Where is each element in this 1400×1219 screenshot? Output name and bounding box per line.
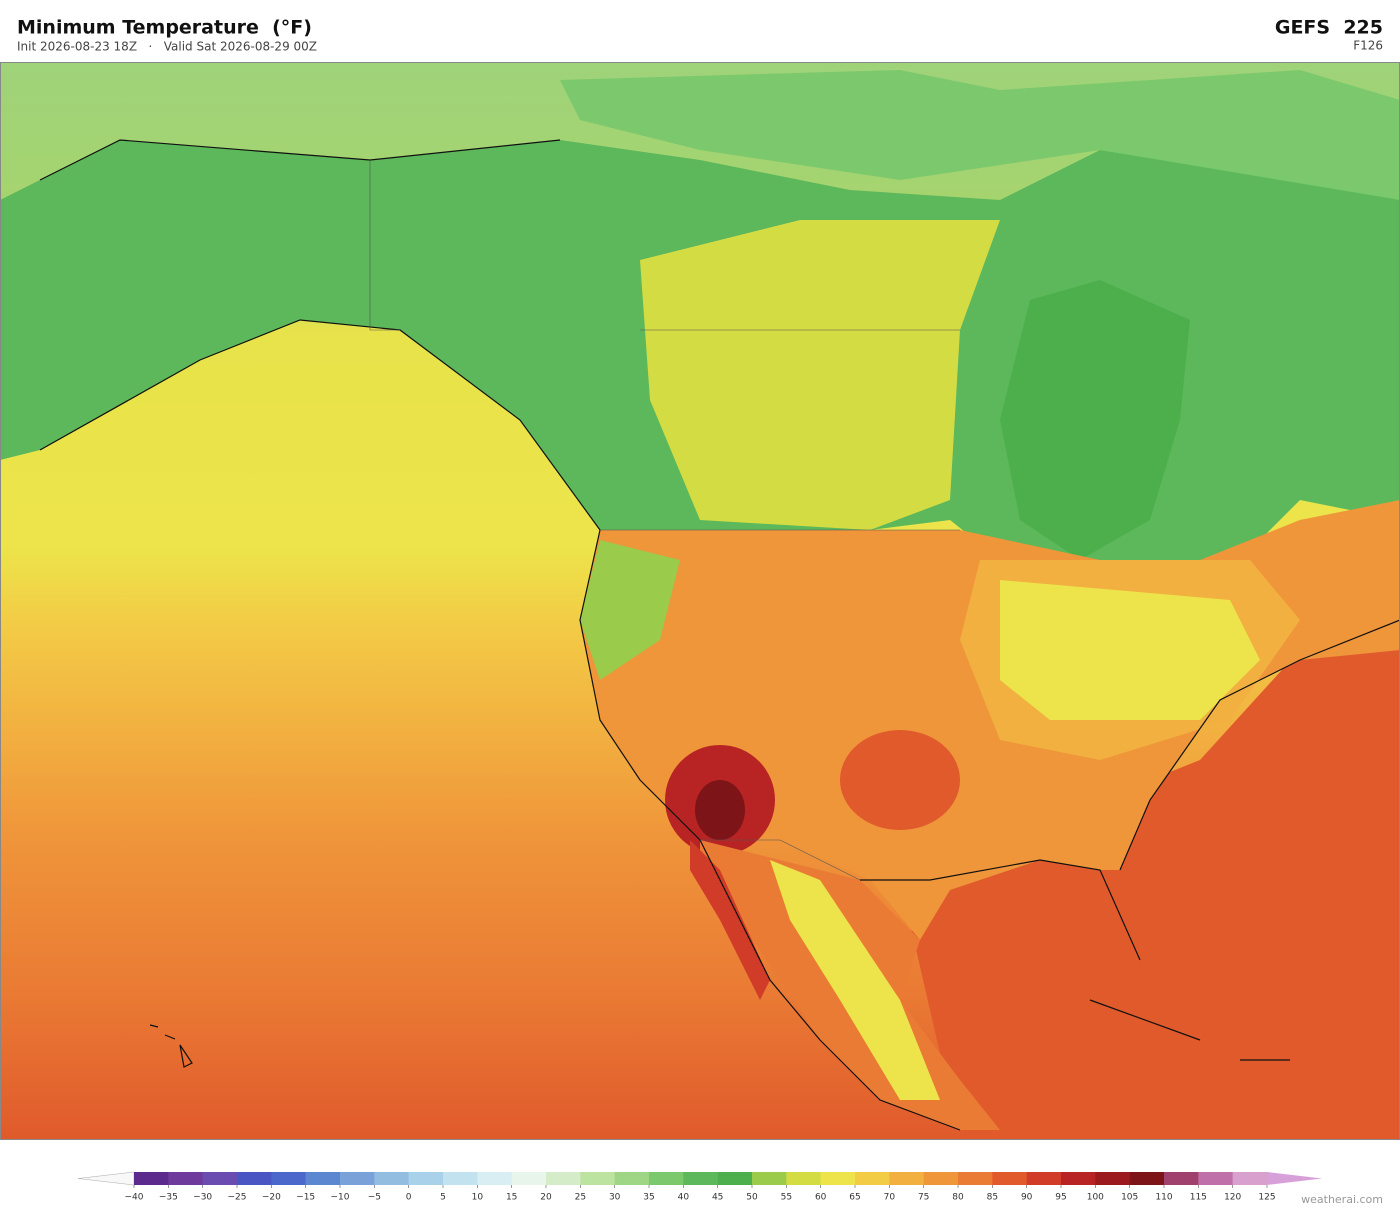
plains-warm	[840, 730, 960, 830]
colorbar-bin	[340, 1172, 375, 1185]
hawaii	[149, 1024, 193, 1068]
hudson	[1000, 280, 1190, 560]
colorbar-under	[77, 1171, 135, 1186]
colorbar-bin	[649, 1172, 684, 1185]
colorbar-bin	[717, 1172, 753, 1185]
colorbar-bin	[683, 1172, 718, 1185]
colorbar-bin	[477, 1172, 512, 1185]
prairies	[640, 220, 1000, 530]
colorbar-tick-label: 100	[1087, 1193, 1104, 1203]
colorbar-tick-label: 60	[815, 1193, 827, 1203]
colorbar-tick-label: 20	[540, 1193, 552, 1203]
colorbar-tick-label: 65	[849, 1193, 860, 1203]
colorbar-tick-label: 110	[1155, 1193, 1172, 1203]
colorbar-tick-label: 95	[1055, 1193, 1066, 1203]
pacific-nw	[580, 540, 680, 680]
colorbar-tick-label: −5	[368, 1193, 381, 1203]
colorbar-tick-label: 10	[472, 1193, 484, 1203]
colorbar-tick-label: −40	[125, 1193, 144, 1203]
colorbar-tick-label: 125	[1258, 1193, 1275, 1203]
subtitle: Init 2026-08-23 18Z · Valid Sat 2026-08-…	[17, 40, 317, 54]
colorbar: −40 −35 −30 −25 −20 −15 −10 −5 0 5 10 15 20 25 30 35 40 4…	[77, 1171, 1322, 1203]
colorbar-bin	[1198, 1172, 1233, 1185]
colorbar-bin	[614, 1172, 650, 1185]
colorbar-tick-label: 120	[1224, 1193, 1241, 1203]
mexico-highlands	[770, 860, 940, 1100]
map	[0, 62, 1400, 1140]
colorbar-bin	[443, 1172, 478, 1185]
colorbar-tick-label: 55	[781, 1193, 792, 1203]
colorbar-tick-label: 0	[406, 1193, 412, 1203]
colorbar-bin	[202, 1172, 238, 1185]
colorbar-over	[1267, 1172, 1322, 1185]
colorbar-tick-label: 115	[1190, 1193, 1207, 1203]
colorbar-tick-label: −30	[193, 1193, 212, 1203]
colorbar-bin	[546, 1172, 581, 1185]
colorbar-bin	[1095, 1172, 1130, 1185]
colorbar-bin	[408, 1172, 444, 1185]
borders	[369, 160, 960, 881]
colorbar-tick-label: 85	[987, 1193, 998, 1203]
northeast	[1000, 580, 1260, 720]
colorbar-bin	[1164, 1172, 1199, 1185]
colorbar-tick-label: 90	[1021, 1193, 1033, 1203]
colorbar-bin	[511, 1172, 547, 1185]
colorbar-bin	[168, 1172, 203, 1185]
arctic	[560, 70, 1400, 200]
colorbar-tick-label: 40	[678, 1193, 690, 1203]
colorbar-bin	[1061, 1172, 1096, 1185]
colorbar-bin	[134, 1172, 169, 1185]
colorbar-bin	[237, 1172, 272, 1185]
colorbar-tick-label: 75	[918, 1193, 929, 1203]
desert-core	[695, 780, 745, 840]
model: GEFS 225	[1275, 17, 1383, 39]
colorbar-bin	[992, 1172, 1027, 1185]
colorbar-tick-label: −25	[228, 1193, 247, 1203]
colorbar-bin	[752, 1172, 787, 1185]
colorbar-tick-label: 35	[643, 1193, 654, 1203]
colorbar-bin	[855, 1172, 890, 1185]
baja	[690, 840, 770, 1000]
colorbar-tick-label: 45	[712, 1193, 723, 1203]
colorbar-tick-label: −15	[296, 1193, 315, 1203]
colorbar-tick-label: 15	[506, 1193, 517, 1203]
colorbar-tick-label: 30	[609, 1193, 621, 1203]
colorbar-bin	[958, 1172, 993, 1185]
colorbar-tick-label: 70	[884, 1193, 896, 1203]
colorbar-bin	[271, 1172, 306, 1185]
watermark: weatherai.com	[1301, 1193, 1383, 1206]
colorbar-tick-label: 105	[1121, 1193, 1138, 1203]
colorbar-bin	[923, 1172, 959, 1185]
colorbar-bin	[1129, 1172, 1165, 1185]
colorbar-bin	[889, 1172, 924, 1185]
colorbar-tick-label: 25	[575, 1193, 586, 1203]
title: Minimum Temperature (°F)	[17, 17, 312, 39]
colorbar-tick-label: −35	[159, 1193, 178, 1203]
colorbar-tick-label: 5	[440, 1193, 446, 1203]
colorbar-tick-label: 80	[952, 1193, 964, 1203]
forecast-hour: F126	[1353, 39, 1383, 53]
colorbar-bin	[1232, 1172, 1268, 1185]
colorbar-tick-label: −10	[331, 1193, 350, 1203]
coastline	[39, 139, 1400, 1131]
colorbar-bin	[786, 1172, 821, 1185]
colorbar-bin	[580, 1172, 615, 1185]
colorbar-bin	[820, 1172, 856, 1185]
colorbar-bin	[305, 1172, 341, 1185]
colorbar-bin	[374, 1172, 409, 1185]
colorbar-tick-label: 50	[746, 1193, 758, 1203]
colorbar-tick-label: −20	[262, 1193, 281, 1203]
colorbar-bin	[1026, 1172, 1062, 1185]
atlantic	[900, 620, 1400, 1140]
